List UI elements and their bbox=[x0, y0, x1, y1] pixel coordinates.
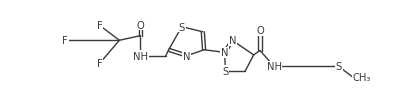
Text: F: F bbox=[97, 59, 102, 69]
Text: NH: NH bbox=[133, 52, 148, 62]
Text: F: F bbox=[97, 21, 102, 31]
Text: S: S bbox=[179, 23, 185, 32]
Text: O: O bbox=[137, 20, 144, 30]
Text: NH: NH bbox=[267, 62, 282, 72]
Text: S: S bbox=[336, 62, 342, 72]
Text: N: N bbox=[221, 48, 228, 58]
Text: N: N bbox=[228, 36, 236, 46]
Text: O: O bbox=[256, 26, 264, 36]
Text: CH₃: CH₃ bbox=[353, 73, 371, 83]
Text: N: N bbox=[183, 51, 191, 61]
Text: S: S bbox=[222, 67, 228, 76]
Text: F: F bbox=[62, 36, 68, 46]
